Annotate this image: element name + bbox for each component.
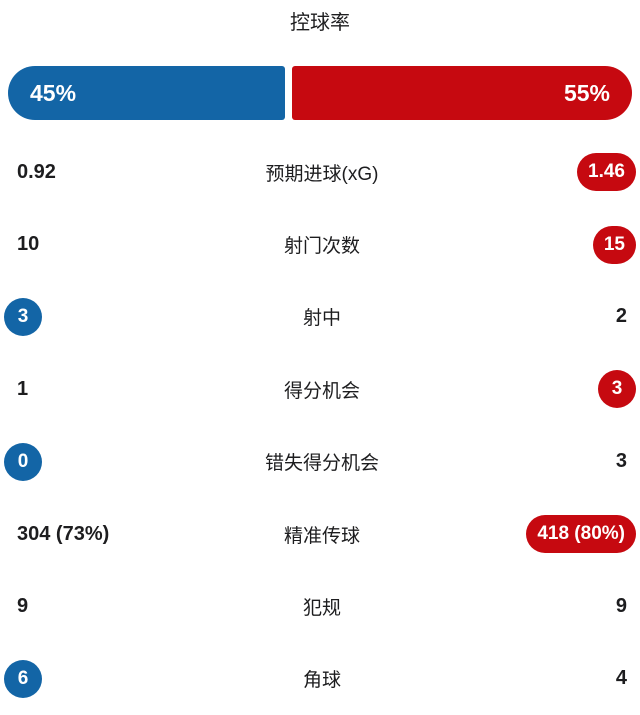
home-stat-value: 10	[17, 233, 40, 256]
stat-label: 精准传球	[283, 525, 360, 547]
home-stat-value: 9	[17, 595, 29, 618]
stat-row-big-chances-missed: 0 错失得分机会 3	[0, 426, 640, 498]
stat-label: 角球	[302, 670, 341, 692]
home-possession-segment: 45%	[8, 66, 286, 120]
home-stat-value: 6	[4, 659, 42, 698]
stat-row-accurate-passes: 304 (73%) 精准传球 418 (80%)	[0, 498, 640, 570]
stat-row-shots: 10 射门次数 15	[0, 208, 640, 280]
stat-label: 错失得分机会	[264, 453, 379, 475]
away-stat-value: 3	[615, 450, 627, 473]
stat-row-corners: 6 角球 4	[0, 643, 640, 715]
stat-label: 射门次数	[283, 236, 360, 258]
home-stat-value: 304 (73%)	[17, 522, 110, 545]
home-stat-value: 0.92	[17, 160, 56, 183]
stat-label: 犯规	[302, 598, 341, 620]
stat-label: 预期进球(xG)	[265, 163, 379, 185]
away-possession-segment: 55%	[292, 66, 632, 120]
away-stat-value: 15	[592, 225, 636, 264]
home-stat-value: 3	[4, 297, 42, 336]
stat-row-fouls: 9 犯规 9	[0, 570, 640, 642]
stat-row-big-chances: 1 得分机会 3	[0, 353, 640, 425]
away-stat-value: 4	[615, 667, 627, 690]
possession-title: 控球率	[290, 12, 350, 34]
home-stat-value: 1	[17, 377, 29, 400]
home-possession-value: 45%	[30, 79, 77, 106]
away-stat-value: 418 (80%)	[526, 515, 636, 554]
stat-label: 射中	[302, 308, 341, 330]
home-stat-value: 0	[4, 442, 42, 481]
away-possession-value: 55%	[563, 79, 610, 106]
away-stat-value: 3	[598, 370, 636, 409]
away-stat-value: 9	[615, 595, 627, 618]
away-stat-value: 1.46	[577, 153, 636, 192]
stats-list: 0.92 预期进球(xG) 1.46 10 射门次数 15 3 射中 2 1 得…	[0, 136, 640, 715]
stat-row-shots-on-target: 3 射中 2	[0, 281, 640, 353]
stat-label: 得分机会	[283, 380, 360, 402]
stat-row-xg: 0.92 预期进球(xG) 1.46	[0, 136, 640, 208]
away-stat-value: 2	[615, 305, 627, 328]
possession-bar: 45% 55%	[8, 66, 632, 120]
